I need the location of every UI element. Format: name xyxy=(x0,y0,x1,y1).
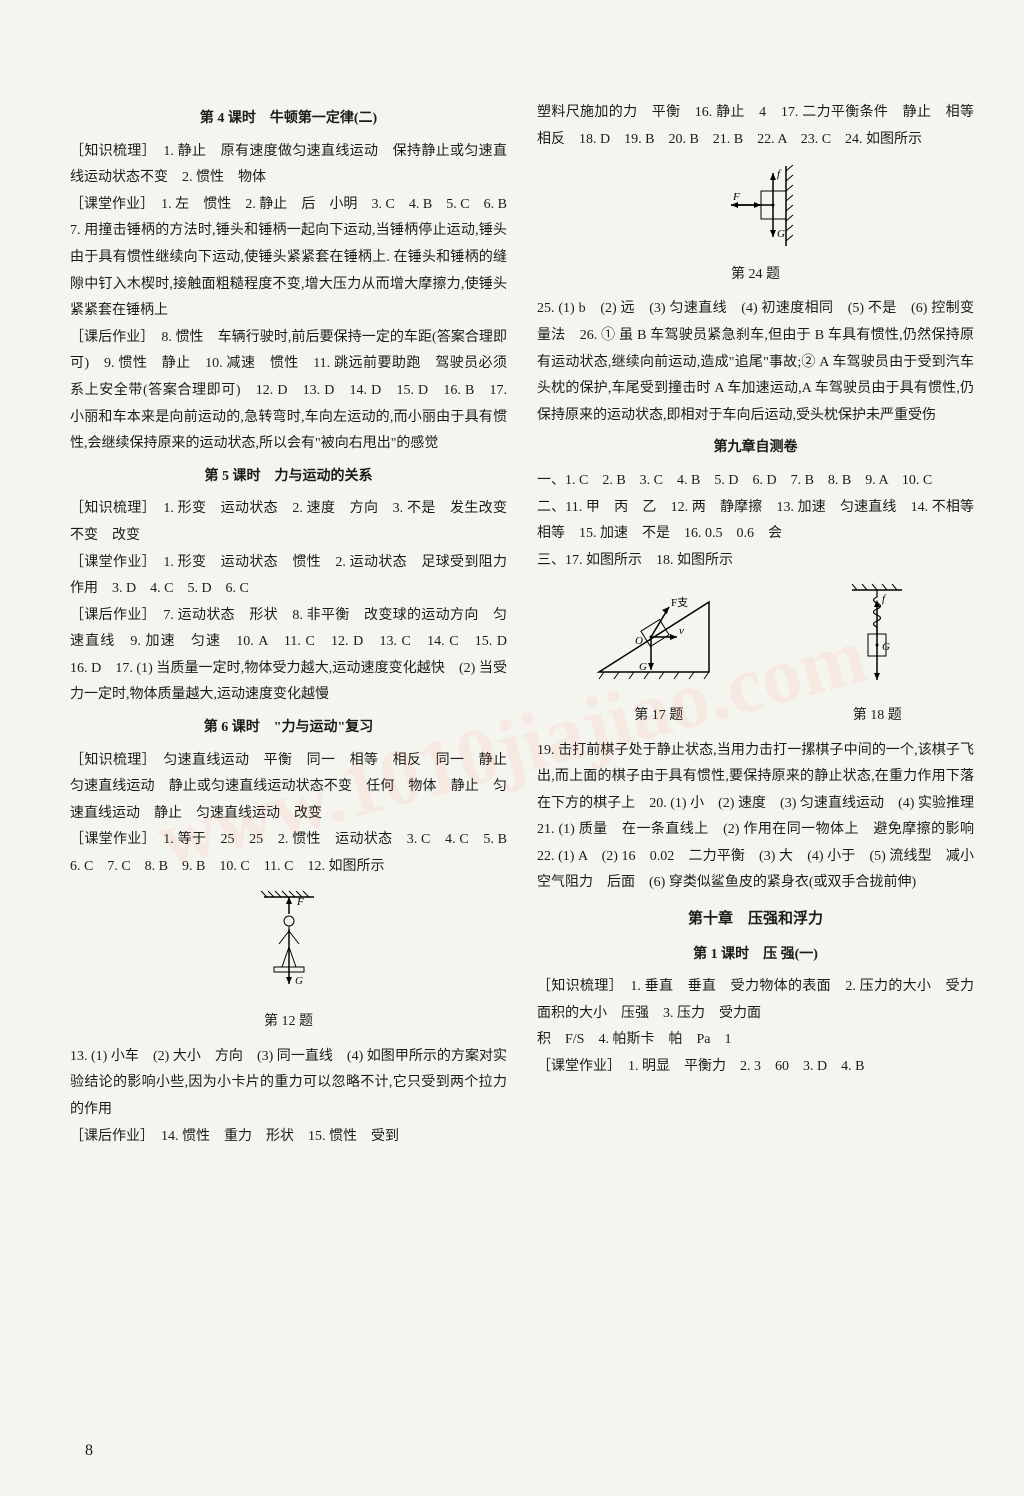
ch10-class: ［课堂作业］ 1. 明显 平衡力 2. 3 60 3. D 4. B xyxy=(537,1054,974,1081)
svg-text:G: G xyxy=(639,661,647,673)
lesson6-after: ［课后作业］ 14. 惯性 重力 形状 15. 惯性 受到 xyxy=(70,1124,507,1151)
ch9-part1: 一、1. C 2. B 3. C 4. B 5. D 6. D 7. B 8. … xyxy=(537,468,974,495)
lesson4-class: ［课堂作业］ 1. 左 惯性 2. 静止 后 小明 3. C 4. B 5. C… xyxy=(70,192,507,325)
svg-text:G: G xyxy=(295,975,303,987)
right-column: 塑料尺施加的力 平衡 16. 静止 4 17. 二力平衡条件 静止 相等 相反 … xyxy=(537,100,974,1150)
fig24-caption: 第 24 题 xyxy=(537,262,974,289)
continuation: 塑料尺施加的力 平衡 16. 静止 4 17. 二力平衡条件 静止 相等 相反 … xyxy=(537,100,974,153)
lesson5-title: 第 5 课时 力与运动的关系 xyxy=(70,464,507,491)
chapter10-title: 第十章 压强和浮力 xyxy=(537,905,974,934)
page-number: 8 xyxy=(85,1436,93,1466)
lesson4-after: ［课后作业］ 8. 惯性 车辆行驶时,前后要保持一定的车距(答案合理即可) 9.… xyxy=(70,325,507,458)
lesson5-after: ［课后作业］ 7. 运动状态 形状 8. 非平衡 改变球的运动方向 匀速直线 9… xyxy=(70,603,507,709)
ch9-part3: 三、17. 如图所示 18. 如图所示 xyxy=(537,548,974,575)
fig12-caption: 第 12 题 xyxy=(70,1009,507,1036)
lesson6-title: 第 6 课时 "力与运动"复习 xyxy=(70,715,507,742)
svg-text:f: f xyxy=(882,593,887,605)
ch10-formula: 积 F/S 4. 帕斯卡 帕 Pa 1 xyxy=(537,1027,974,1054)
q25-26: 25. (1) b (2) 远 (3) 匀速直线 (4) 初速度相同 (5) 不… xyxy=(537,296,974,429)
ch9-part2: 二、11. 甲 丙 乙 12. 两 静摩擦 13. 加速 匀速直线 14. 不相… xyxy=(537,495,974,548)
svg-text:F: F xyxy=(296,896,304,908)
figure-24: f G F 第 24 题 xyxy=(537,161,974,288)
svg-text:F支: F支 xyxy=(671,596,688,609)
svg-text:O: O xyxy=(635,635,643,647)
lesson5-knowledge: ［知识梳理］ 1. 形变 运动状态 2. 速度 方向 3. 不是 发生改变 不变… xyxy=(70,496,507,549)
fig17-caption: 第 17 题 xyxy=(589,703,729,730)
lesson6-class: ［课堂作业］ 1. 等于 25 25 2. 惯性 运动状态 3. C 4. C … xyxy=(70,827,507,880)
figure-12: F G 第 12 题 xyxy=(70,889,507,1036)
svg-text:v: v xyxy=(679,625,684,637)
lesson6-knowledge: ［知识梳理］ 匀速直线运动 平衡 同一 相等 相反 同一 静止 匀速直线运动 静… xyxy=(70,748,507,828)
main-container: 第 4 课时 牛顿第一定律(二) ［知识梳理］ 1. 静止 原有速度做匀速直线运… xyxy=(70,100,974,1150)
lesson4-knowledge: ［知识梳理］ 1. 静止 原有速度做匀速直线运动 保持静止或匀速直线运动状态不变… xyxy=(70,139,507,192)
chapter9-title: 第九章自测卷 xyxy=(537,435,974,462)
ch10-lesson1-title: 第 1 课时 压 强(一) xyxy=(537,942,974,969)
lesson4-title: 第 4 课时 牛顿第一定律(二) xyxy=(70,106,507,133)
svg-text:G: G xyxy=(777,228,785,240)
lesson5-class: ［课堂作业］ 1. 形变 运动状态 惯性 2. 运动状态 足球受到阻力作用 3.… xyxy=(70,550,507,603)
ch9-q19: 19. 击打前棋子处于静止状态,当用力击打一摞棋子中间的一个,该棋子飞出,而上面… xyxy=(537,738,974,898)
svg-text:f: f xyxy=(777,168,782,180)
q13: 13. (1) 小车 (2) 大小 方向 (3) 同一直线 (4) 如图甲所示的… xyxy=(70,1044,507,1124)
svg-text:F: F xyxy=(732,191,740,203)
ch10-knowledge: ［知识梳理］ 1. 垂直 垂直 受力物体的表面 2. 压力的大小 受力面积的大小… xyxy=(537,974,974,1027)
left-column: 第 4 课时 牛顿第一定律(二) ［知识梳理］ 1. 静止 原有速度做匀速直线运… xyxy=(70,100,507,1150)
figure-17-18: F支 G v O 第 17 题 xyxy=(537,582,974,729)
svg-text:G: G xyxy=(882,641,890,653)
fig18-caption: 第 18 题 xyxy=(832,703,922,730)
